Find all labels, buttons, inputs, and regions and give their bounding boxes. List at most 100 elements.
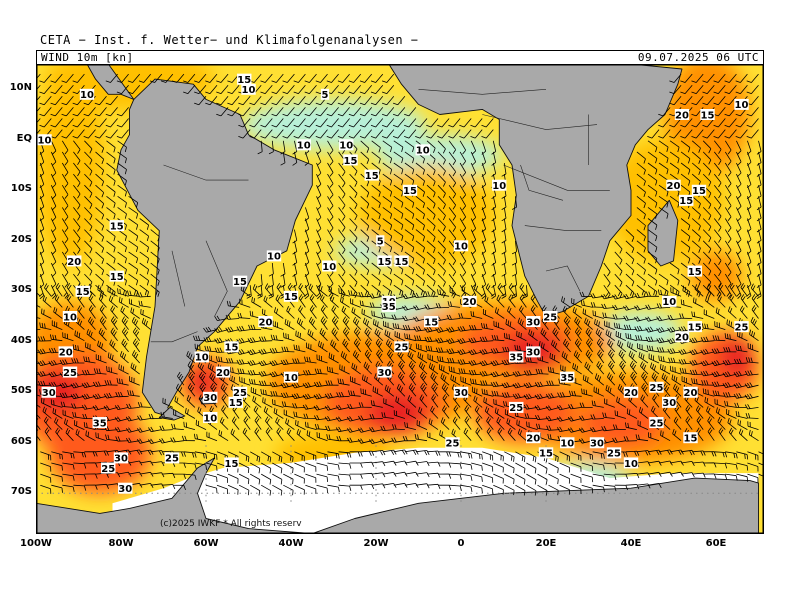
speed-label-text: 15 (237, 75, 251, 86)
speed-label-text: 25 (509, 403, 523, 414)
speed-label-bg (118, 482, 133, 494)
speed-label-bg (662, 396, 677, 408)
speed-label-text: 10 (284, 373, 298, 384)
speed-label-text: 20 (675, 110, 689, 121)
speed-label-text: 15 (684, 434, 698, 445)
speed-label-bg (662, 295, 677, 307)
speed-label: 15 (364, 169, 379, 182)
longitude-label: 80W (108, 538, 134, 549)
speed-label: 15 (394, 255, 409, 268)
speed-label-text: 30 (118, 484, 132, 495)
speed-label: 35 (560, 371, 575, 384)
country-border (482, 114, 598, 130)
speed-label-text: 10 (63, 312, 77, 323)
speed-label: 25 (164, 452, 180, 465)
speed-label: 15 (538, 447, 554, 460)
speed-label-bg (683, 386, 698, 398)
speed-label: 25 (543, 311, 558, 323)
speed-label-bg (679, 194, 694, 206)
speed-label: 30 (589, 437, 605, 450)
longitude-label: 0 (457, 538, 465, 549)
speed-label-text: 10 (322, 262, 336, 273)
country-border (205, 240, 228, 317)
speed-label: 25 (445, 437, 460, 450)
speed-label-text: 10 (242, 85, 256, 96)
speed-label-bg (322, 260, 337, 272)
speed-label: 30 (526, 316, 541, 328)
speed-label-text: 10 (454, 242, 468, 253)
speed-label-bg (674, 109, 690, 120)
speed-label-text: 10 (80, 90, 94, 101)
speed-label-text: 10 (267, 252, 281, 263)
speed-label: 15 (224, 457, 239, 470)
speed-label: 30 (118, 482, 133, 495)
speed-label: 15 (700, 109, 715, 121)
speed-label-text: 25 (233, 388, 247, 399)
speed-label: 15 (283, 290, 299, 303)
speed-label-text: 20 (624, 388, 638, 399)
speed-label-text: 15 (701, 110, 715, 121)
speed-label: 10 (662, 295, 677, 308)
south-america (116, 78, 313, 418)
speed-label-text: 10 (416, 146, 430, 157)
speed-label-bg (75, 285, 90, 297)
speed-label: 10 (62, 311, 78, 323)
speed-label-text: 25 (63, 368, 77, 379)
speed-label-text: 25 (101, 464, 115, 475)
longitude-label: 40E (620, 538, 642, 549)
speed-label-text: 15 (424, 317, 438, 328)
speed-label-bg (113, 452, 129, 464)
speed-label-bg (734, 321, 749, 333)
speed-label-text: 15 (344, 156, 358, 167)
speed-label-bg (377, 255, 392, 267)
speed-label: 35 (381, 300, 396, 313)
speed-label: 25 (606, 447, 622, 460)
speed-label-text: 10 (339, 141, 353, 152)
speed-label-text: 10 (492, 181, 506, 192)
speed-label: 10 (79, 88, 95, 101)
speed-label-bg (526, 316, 541, 328)
speed-label-text: 10 (203, 413, 217, 424)
longitude-label: 60E (705, 538, 727, 549)
speed-label-text: 30 (526, 348, 540, 359)
speed-label-text: 25 (607, 449, 621, 460)
speed-label: 15 (109, 220, 124, 232)
speed-label-text: 30 (526, 317, 540, 328)
speed-label-bg (453, 386, 469, 398)
speed-label: 10 (623, 457, 639, 470)
speed-label: 15 (424, 316, 439, 328)
speed-patch (36, 64, 104, 266)
speed-label: 10 (37, 134, 52, 147)
speed-label: 15 (343, 154, 358, 167)
country-border (524, 225, 602, 231)
speed-label-bg (666, 179, 681, 191)
speed-label-bg (224, 341, 239, 353)
speed-label-text: 20 (667, 181, 681, 192)
speed-label-bg (683, 432, 698, 444)
speed-label-bg (343, 154, 358, 166)
speed-label-text: 15 (110, 272, 124, 283)
speed-label-text: 15 (110, 221, 124, 232)
speed-label: 10 (296, 139, 311, 152)
speed-label-bg (37, 134, 52, 146)
speed-label-text: 20 (526, 434, 540, 445)
longitude-label: 100W (20, 538, 52, 549)
speed-label: 15 (683, 432, 698, 445)
speed-label: 5 (376, 235, 385, 248)
speed-label-bg (381, 300, 396, 312)
speed-label-bg (649, 381, 664, 393)
speed-label-text: 15 (403, 186, 417, 197)
speed-label-bg (606, 447, 622, 459)
speed-label-bg (92, 417, 107, 429)
speed-label-text: 15 (225, 459, 239, 470)
speed-label: 15 (691, 184, 707, 197)
speed-label-bg (67, 255, 82, 267)
country-border (418, 89, 547, 95)
speed-label: 25 (394, 341, 409, 354)
speed-label-text: 35 (382, 302, 396, 313)
latitude-label: 10S (10, 183, 32, 195)
speed-label-bg (283, 290, 299, 302)
country-border (150, 331, 198, 343)
speed-label-bg (538, 447, 554, 459)
speed-label: 20 (58, 346, 73, 359)
